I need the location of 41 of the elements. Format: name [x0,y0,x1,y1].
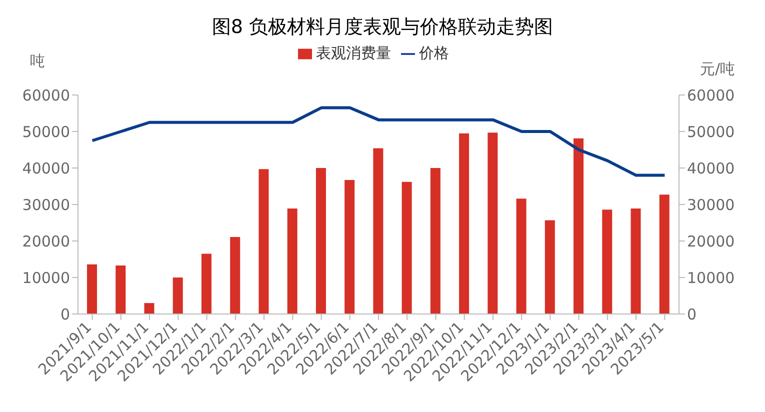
bar [344,180,355,314]
bar [172,278,183,314]
bar [258,169,269,314]
y2-axis-title: 元/吨 [700,60,736,79]
bar [316,168,326,314]
bar [516,198,526,314]
bar [544,220,555,314]
y2-tick-label: 30000 [687,196,735,214]
bar [430,168,440,314]
bar [373,148,384,314]
bar [459,133,470,314]
bar [144,303,154,314]
y-tick-label: 50000 [22,122,70,141]
y2-tick-label: 50000 [687,122,735,141]
y2-tick-label: 0 [687,305,697,324]
bar [230,236,240,314]
bar [402,182,412,314]
y2-tick-label: 10000 [687,268,735,287]
bar [574,138,584,314]
chart-title: 图8 负极材料月度表观与价格联动走势图 [210,15,554,40]
line-series [90,106,666,177]
bar [659,194,670,314]
y-tick-label: 40000 [22,159,70,178]
y-axis-title: 吨 [30,52,45,71]
bar [201,254,212,314]
y2-tick-label: 20000 [687,232,735,250]
y-tick-label: 0 [60,305,70,324]
y2-tick-label: 60000 [687,86,735,104]
y-tick-label: 10000 [22,268,70,287]
y-tick-label: 30000 [22,196,70,214]
y2-tick-label: 40000 [687,159,735,178]
y-tick-label: 60000 [22,86,70,104]
y-tick-label: 20000 [22,232,70,250]
bar [602,210,612,314]
bar [488,132,498,314]
legend-label: 价格 [419,44,449,62]
bar [87,264,97,314]
bar [630,208,641,314]
bar [116,265,126,314]
bar [287,208,298,314]
legend-label: 表观消费量 [316,44,391,62]
